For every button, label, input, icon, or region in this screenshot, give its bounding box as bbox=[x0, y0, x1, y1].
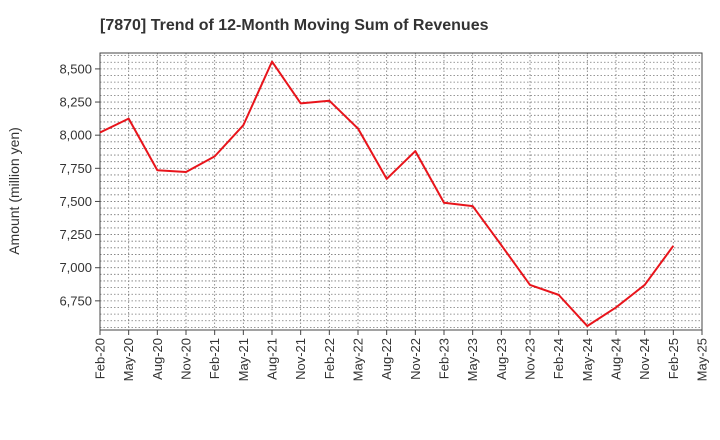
x-tick-label: Feb-22 bbox=[322, 338, 337, 379]
x-tick-label: May-23 bbox=[465, 338, 480, 381]
x-tick-label: Feb-25 bbox=[666, 338, 681, 379]
x-tick-label: Aug-22 bbox=[379, 338, 394, 380]
plot-area bbox=[99, 52, 703, 331]
x-tick-label: May-25 bbox=[695, 338, 710, 381]
grid-lines bbox=[100, 53, 702, 330]
x-tick-label: Nov-22 bbox=[408, 338, 423, 380]
x-tick-label: Feb-24 bbox=[551, 338, 566, 379]
x-tick-label: Aug-24 bbox=[609, 338, 624, 380]
x-tick-label: May-20 bbox=[121, 338, 136, 381]
x-tick-label: Feb-20 bbox=[93, 338, 108, 379]
x-tick-label: Feb-23 bbox=[437, 338, 452, 379]
y-tick-label: 6,750 bbox=[59, 293, 92, 308]
y-axis-label: Amount (million yen) bbox=[6, 127, 22, 255]
x-tick-label: Nov-21 bbox=[293, 338, 308, 380]
y-tick-label: 7,250 bbox=[59, 227, 92, 242]
x-tick-label: May-22 bbox=[351, 338, 366, 381]
y-tick-label: 8,000 bbox=[59, 128, 92, 143]
x-axis-ticks: Feb-20 May-20 Aug-20 Nov-20 Feb-21 May-21 Aug-… bbox=[93, 330, 710, 381]
x-tick-label: May-24 bbox=[580, 338, 595, 381]
y-tick-label: 7,500 bbox=[59, 194, 92, 209]
x-tick-label: May-21 bbox=[236, 338, 251, 381]
chart-title: [7870] Trend of 12-Month Moving Sum of R… bbox=[100, 17, 489, 34]
y-tick-label: 8,500 bbox=[59, 61, 92, 76]
x-tick-label: Aug-21 bbox=[265, 338, 280, 380]
y-tick-label: 8,250 bbox=[59, 95, 92, 110]
x-tick-label: Nov-23 bbox=[523, 338, 538, 380]
series-line bbox=[99, 60, 675, 328]
x-tick-label: Aug-23 bbox=[494, 338, 509, 380]
x-tick-label: Nov-24 bbox=[637, 338, 652, 380]
x-tick-label: Aug-20 bbox=[150, 338, 165, 380]
y-axis-ticks: 6,750 7,000 7,250 7,500 7,750 8,000 8,250 8,500 bbox=[59, 61, 100, 308]
x-tick-label: Feb-21 bbox=[207, 338, 222, 379]
y-tick-label: 7,000 bbox=[59, 260, 92, 275]
x-tick-label: Nov-20 bbox=[179, 338, 194, 380]
y-tick-label: 7,750 bbox=[59, 161, 92, 176]
